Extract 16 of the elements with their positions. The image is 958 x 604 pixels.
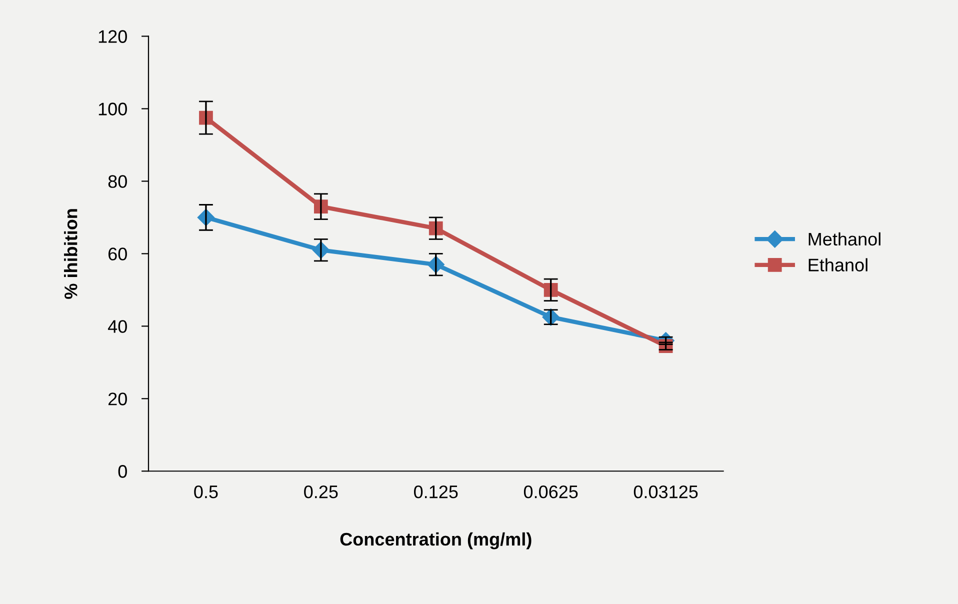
x-tick-label: 0.5 — [194, 485, 218, 498]
x-tick-label: 0.25 — [304, 485, 338, 498]
x-axis-title: Concentration (mg/ml) — [340, 532, 532, 550]
x-tick-label: 0.0625 — [524, 485, 578, 498]
y-axis-title: % ihibition — [64, 209, 78, 299]
legend-label: Ethanol — [808, 258, 868, 272]
y-tick-label: 120 — [98, 30, 127, 43]
y-tick-label: 100 — [98, 102, 127, 116]
y-tick-label: 0 — [118, 465, 127, 478]
x-tick-label: 0.125 — [414, 485, 458, 498]
y-tick-label: 80 — [108, 175, 127, 188]
x-tick-label: 0.03125 — [634, 485, 698, 498]
y-tick-label: 40 — [108, 320, 127, 333]
y-tick-label: 20 — [108, 392, 127, 406]
legend-label: Methanol — [808, 232, 880, 246]
y-tick-label: 60 — [108, 248, 127, 260]
